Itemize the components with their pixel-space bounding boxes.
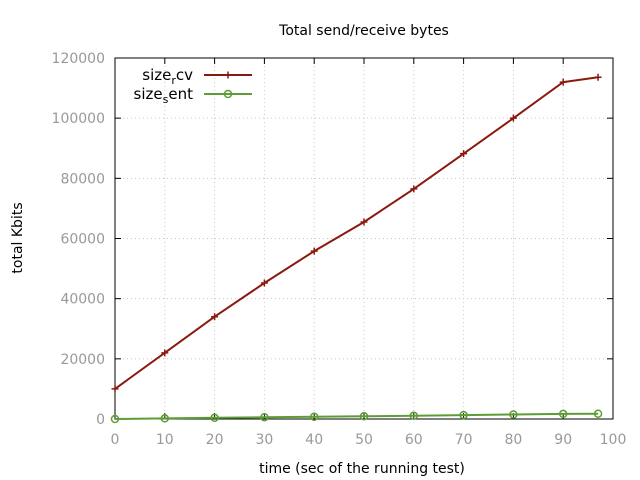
plus-marker — [594, 73, 602, 81]
y-tick-label: 120000 — [52, 51, 105, 67]
circle-marker — [210, 413, 219, 423]
series-size_sent — [110, 409, 603, 424]
y-tick-label: 20000 — [60, 352, 105, 368]
circle-marker — [359, 412, 369, 421]
x-tick-label: 0 — [111, 432, 120, 448]
circle-marker — [223, 89, 233, 99]
plus-marker — [509, 114, 517, 122]
legend-label-tail: cv — [176, 66, 193, 84]
legend-label-subscript: r — [171, 74, 176, 87]
legend-label: sizesent — [134, 85, 194, 106]
axis-ticks: 0 20000 40000 60000 80000 100000 120000 0 10 20 30… — [52, 51, 627, 448]
x-tick-label: 10 — [156, 432, 174, 448]
grid — [115, 58, 613, 419]
series-size_rcv — [111, 73, 602, 393]
circle-marker — [509, 410, 518, 419]
legend-label-subscript: s — [163, 93, 169, 106]
circle-marker — [309, 412, 319, 421]
series-layer — [110, 73, 603, 424]
x-tick-label: 100 — [600, 432, 627, 448]
y-axis-title: total Kbits — [10, 202, 26, 273]
legend-entry-size_rcv: sizercv — [142, 66, 252, 87]
series-line — [114, 76, 599, 390]
y-tick-label: 40000 — [60, 292, 105, 308]
plus-marker — [224, 71, 232, 79]
circle-marker — [558, 409, 568, 419]
y-tick-label: 0 — [96, 412, 105, 428]
plus-marker — [310, 247, 318, 255]
x-tick-label: 90 — [554, 432, 572, 448]
x-tick-label: 80 — [504, 432, 522, 448]
plus-marker — [559, 78, 567, 86]
plus-marker — [410, 185, 418, 193]
x-tick-label: 60 — [405, 432, 423, 448]
legend-label: sizercv — [142, 66, 193, 87]
series-line — [114, 412, 599, 420]
y-tick-label: 100000 — [52, 111, 105, 127]
plus-marker — [360, 218, 368, 226]
plus-marker — [161, 349, 169, 357]
plus-marker — [111, 385, 119, 393]
circle-marker — [409, 411, 419, 420]
plus-marker — [260, 279, 268, 287]
legend-label-tail: ent — [168, 85, 193, 103]
plus-marker — [460, 150, 468, 158]
circle-marker — [160, 414, 170, 423]
legend-label-base: size — [134, 85, 163, 103]
plus-marker — [211, 313, 219, 321]
x-tick-label: 70 — [455, 432, 473, 448]
y-tick-label: 80000 — [60, 171, 105, 187]
chart-title: Total send/receive bytes — [278, 23, 449, 39]
x-tick-label: 20 — [206, 432, 224, 448]
x-tick-label: 30 — [255, 432, 273, 448]
x-tick-label: 50 — [355, 432, 373, 448]
legend-entry-size_sent: sizesent — [134, 85, 252, 106]
x-tick-label: 40 — [305, 432, 323, 448]
circle-marker — [459, 410, 468, 420]
circle-marker — [110, 414, 120, 424]
y-tick-label: 60000 — [60, 232, 105, 248]
circle-marker — [593, 409, 603, 418]
circle-marker — [260, 412, 269, 422]
x-axis-title: time (sec of the running test) — [259, 461, 465, 477]
legend-label-base: size — [142, 66, 171, 84]
